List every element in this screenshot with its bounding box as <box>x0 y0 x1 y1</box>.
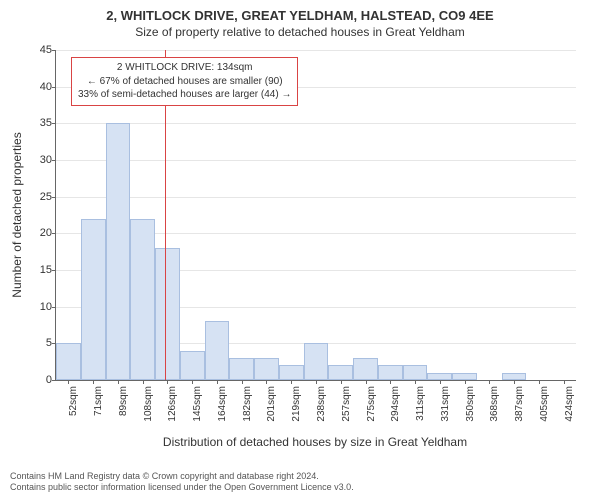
x-tick-mark <box>93 380 94 384</box>
annotation-line: ← 67% of detached houses are smaller (90… <box>78 75 291 89</box>
x-tick-label: 164sqm <box>217 386 228 436</box>
y-tick-mark <box>52 160 56 161</box>
x-tick-mark <box>440 380 441 384</box>
x-tick-label: 238sqm <box>316 386 327 436</box>
y-tick-mark <box>52 307 56 308</box>
y-tick-label: 0 <box>28 374 52 386</box>
y-tick-label: 35 <box>28 117 52 129</box>
x-tick-mark <box>143 380 144 384</box>
x-tick-label: 275sqm <box>366 386 377 436</box>
y-tick-mark <box>52 123 56 124</box>
histogram-bar <box>229 358 254 380</box>
x-tick-label: 294sqm <box>390 386 401 436</box>
x-tick-label: 405sqm <box>539 386 550 436</box>
x-tick-mark <box>217 380 218 384</box>
chart-container: 2, WHITLOCK DRIVE, GREAT YELDHAM, HALSTE… <box>0 0 600 500</box>
histogram-bar <box>452 373 477 380</box>
x-tick-mark <box>539 380 540 384</box>
x-tick-mark <box>118 380 119 384</box>
y-tick-label: 5 <box>28 337 52 349</box>
annotation-line: 2 WHITLOCK DRIVE: 134sqm <box>78 61 291 75</box>
footer-line1: Contains HM Land Registry data © Crown c… <box>10 471 354 483</box>
histogram-bar <box>328 365 353 380</box>
x-tick-label: 108sqm <box>143 386 154 436</box>
histogram-bar <box>81 219 106 380</box>
x-tick-mark <box>390 380 391 384</box>
x-tick-label: 219sqm <box>291 386 302 436</box>
footer-attribution: Contains HM Land Registry data © Crown c… <box>10 471 354 494</box>
histogram-bar <box>254 358 279 380</box>
y-tick-label: 25 <box>28 191 52 203</box>
x-tick-label: 201sqm <box>266 386 277 436</box>
grid-line <box>56 50 576 51</box>
y-tick-label: 40 <box>28 81 52 93</box>
histogram-bar <box>427 373 452 380</box>
x-tick-label: 350sqm <box>465 386 476 436</box>
x-tick-label: 126sqm <box>167 386 178 436</box>
x-axis-label: Distribution of detached houses by size … <box>55 435 575 449</box>
x-tick-mark <box>192 380 193 384</box>
y-axis-label: Number of detached properties <box>10 132 24 297</box>
x-tick-label: 145sqm <box>192 386 203 436</box>
grid-line <box>56 160 576 161</box>
y-tick-label: 30 <box>28 154 52 166</box>
histogram-bar <box>378 365 403 380</box>
histogram-bar <box>180 351 205 380</box>
grid-line <box>56 197 576 198</box>
histogram-bar <box>56 343 81 380</box>
chart-title: 2, WHITLOCK DRIVE, GREAT YELDHAM, HALSTE… <box>0 0 600 23</box>
annotation-line: 33% of semi-detached houses are larger (… <box>78 88 291 102</box>
histogram-bar <box>205 321 230 380</box>
x-tick-mark <box>514 380 515 384</box>
y-tick-mark <box>52 197 56 198</box>
x-tick-mark <box>489 380 490 384</box>
histogram-bar <box>106 123 131 380</box>
histogram-bar <box>279 365 304 380</box>
y-tick-label: 10 <box>28 301 52 313</box>
y-tick-mark <box>52 50 56 51</box>
x-tick-label: 71sqm <box>93 386 104 436</box>
x-tick-mark <box>167 380 168 384</box>
x-tick-mark <box>68 380 69 384</box>
y-tick-mark <box>52 87 56 88</box>
x-tick-label: 257sqm <box>341 386 352 436</box>
chart-subtitle: Size of property relative to detached ho… <box>0 23 600 39</box>
histogram-bar <box>502 373 527 380</box>
x-tick-label: 387sqm <box>514 386 525 436</box>
y-tick-label: 15 <box>28 264 52 276</box>
footer-line2: Contains public sector information licen… <box>10 482 354 494</box>
x-tick-mark <box>341 380 342 384</box>
x-tick-label: 424sqm <box>564 386 575 436</box>
x-tick-label: 368sqm <box>489 386 500 436</box>
x-tick-mark <box>465 380 466 384</box>
x-tick-label: 331sqm <box>440 386 451 436</box>
y-tick-label: 20 <box>28 227 52 239</box>
y-tick-mark <box>52 380 56 381</box>
x-tick-label: 311sqm <box>415 386 426 436</box>
x-tick-mark <box>415 380 416 384</box>
histogram-bar <box>353 358 378 380</box>
y-tick-mark <box>52 233 56 234</box>
plot-area: 05101520253035404552sqm71sqm89sqm108sqm1… <box>55 50 576 381</box>
x-tick-mark <box>266 380 267 384</box>
x-tick-mark <box>564 380 565 384</box>
x-tick-mark <box>366 380 367 384</box>
x-tick-mark <box>316 380 317 384</box>
x-tick-label: 52sqm <box>68 386 79 436</box>
x-tick-label: 89sqm <box>118 386 129 436</box>
histogram-bar <box>130 219 155 380</box>
y-tick-label: 45 <box>28 44 52 56</box>
annotation-box: 2 WHITLOCK DRIVE: 134sqm← 67% of detache… <box>71 57 298 106</box>
grid-line <box>56 123 576 124</box>
histogram-bar <box>403 365 428 380</box>
y-tick-mark <box>52 270 56 271</box>
histogram-bar <box>155 248 180 380</box>
x-tick-mark <box>291 380 292 384</box>
x-tick-label: 182sqm <box>242 386 253 436</box>
x-tick-mark <box>242 380 243 384</box>
histogram-bar <box>304 343 329 380</box>
